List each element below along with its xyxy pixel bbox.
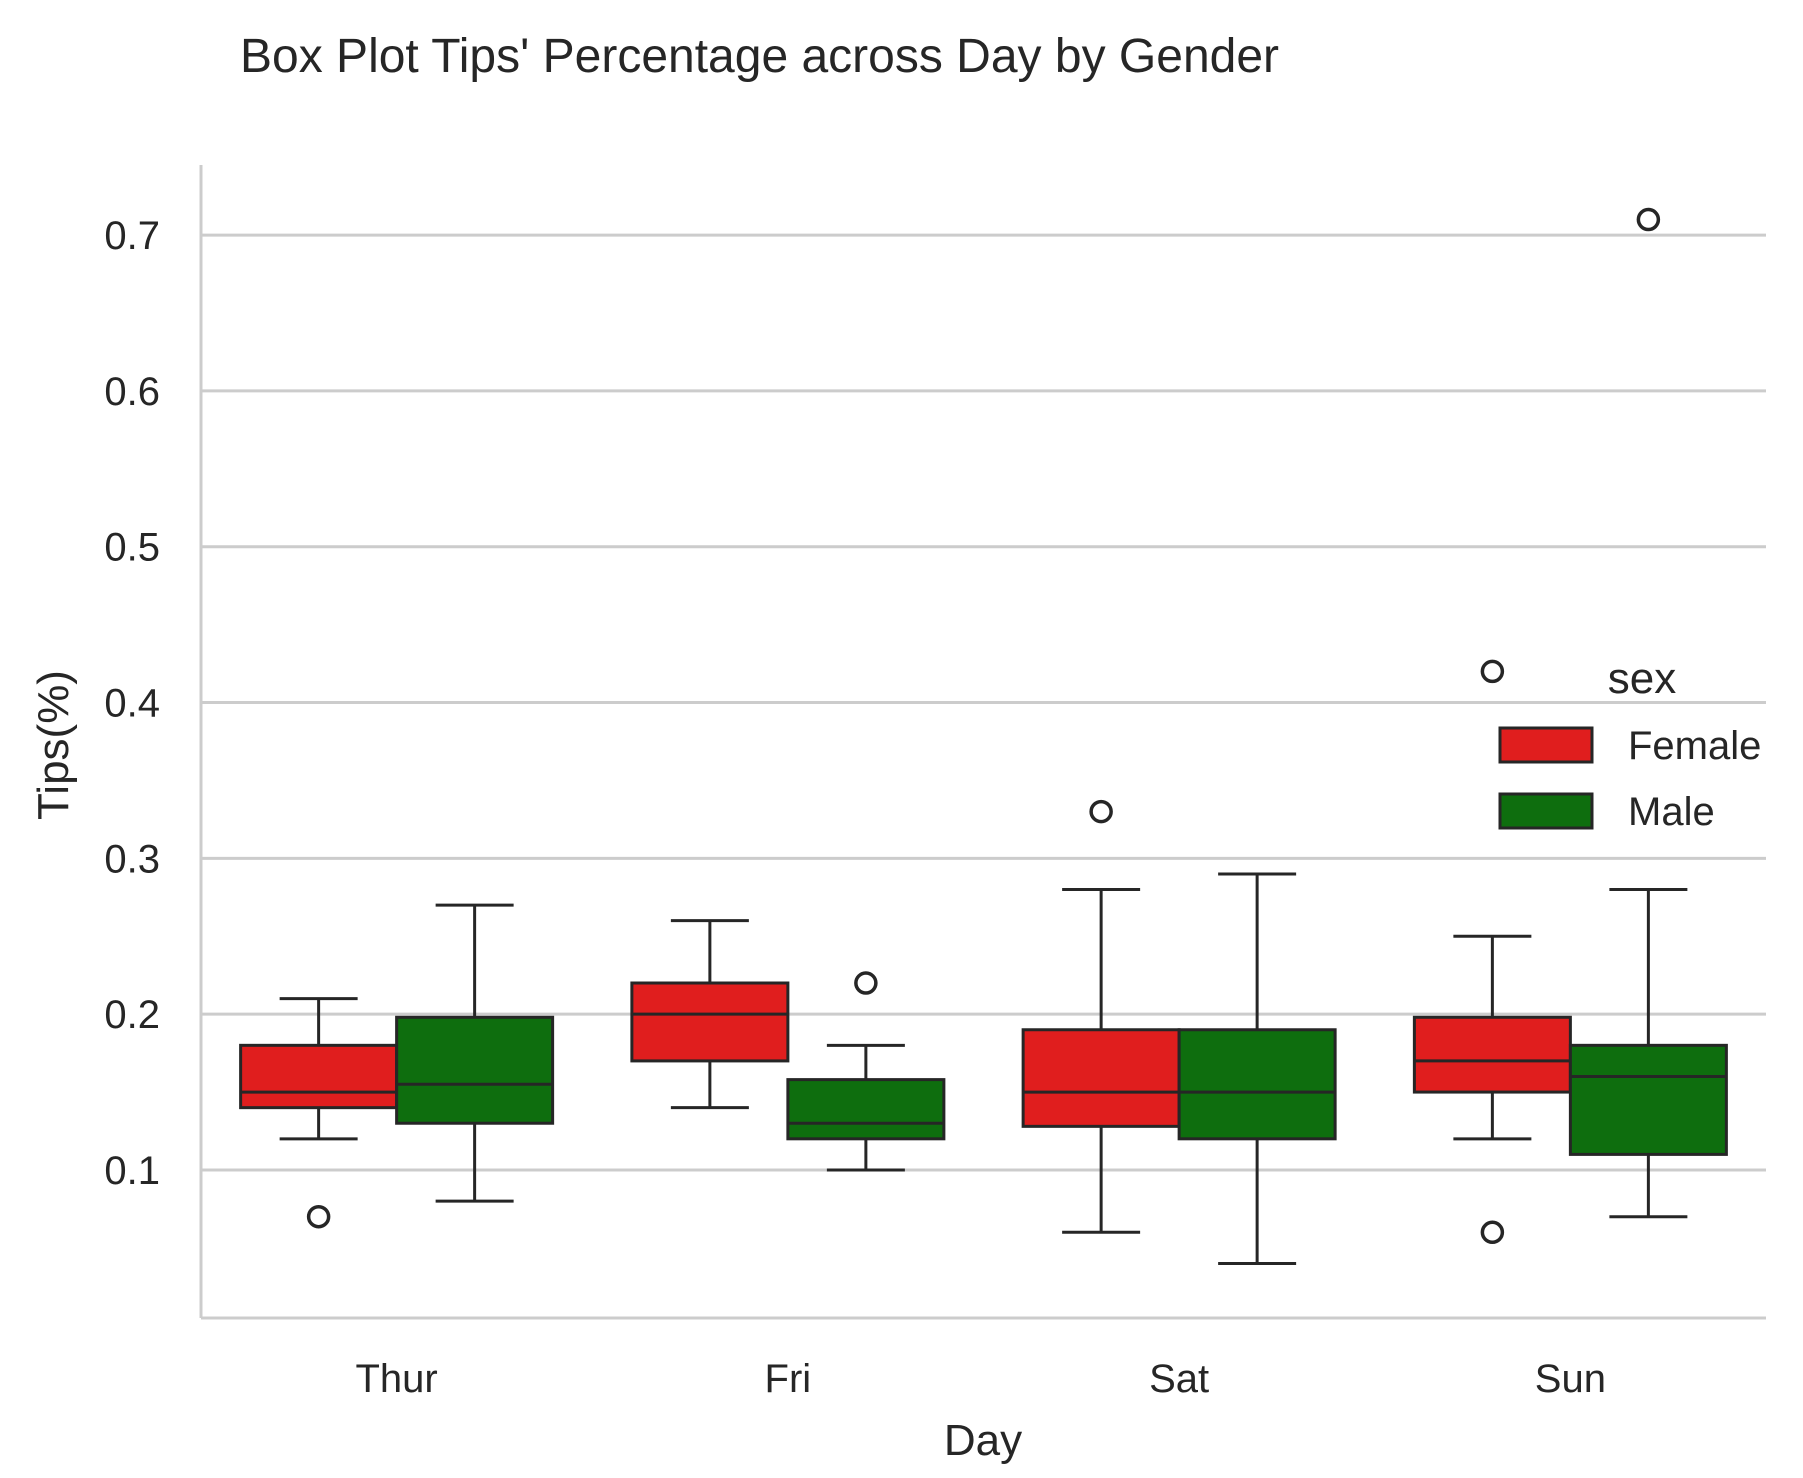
y-tick-label: 0.6	[104, 370, 160, 414]
outlier-point	[306, 1204, 331, 1229]
box-iqr	[395, 1015, 555, 1125]
legend-swatch-female	[1498, 726, 1594, 764]
box-iqr	[630, 981, 790, 1063]
legend-label-female: Female	[1628, 724, 1761, 768]
outlier-point	[1480, 659, 1505, 684]
legend-label-male: Male	[1628, 790, 1715, 834]
y-axis-label: Tips(%)	[29, 670, 78, 820]
x-tick-labels: Thur Fri Sat Sun	[356, 1357, 1606, 1401]
series-female	[239, 659, 1572, 1245]
y-tick-label: 0.7	[104, 214, 160, 258]
series-male	[395, 207, 1728, 1265]
y-tick-label: 0.4	[104, 682, 160, 726]
box-male-fri	[786, 971, 946, 1172]
x-tick-label: Fri	[765, 1357, 812, 1401]
x-tick-label: Sat	[1149, 1357, 1209, 1401]
legend-swatch-male	[1498, 792, 1594, 830]
box-series	[239, 207, 1728, 1265]
outlier-point	[854, 971, 878, 995]
outlier-point	[1089, 799, 1113, 824]
box-iqr	[1021, 1028, 1181, 1128]
box-female-sun	[1412, 659, 1572, 1245]
box-male-thur	[395, 903, 555, 1203]
box-iqr	[786, 1078, 946, 1141]
box-iqr	[1412, 1015, 1572, 1094]
x-tick-label: Sun	[1535, 1357, 1606, 1401]
legend: sex Female Male	[1498, 654, 1761, 834]
box-female-sat	[1021, 799, 1181, 1234]
y-tick-label: 0.3	[104, 837, 160, 881]
outlier-point	[1480, 1220, 1505, 1245]
y-tick-labels: 0.1 0.2 0.3 0.4 0.5 0.6 0.7	[104, 214, 160, 1193]
box-iqr	[1568, 1043, 1728, 1156]
outlier-point	[1636, 207, 1661, 232]
gridlines	[201, 233, 1766, 1172]
box-male-sat	[1177, 872, 1337, 1265]
box-female-thur	[239, 997, 399, 1229]
y-tick-label: 0.5	[104, 526, 160, 570]
box-iqr	[1177, 1028, 1337, 1141]
y-tick-label: 0.2	[104, 993, 160, 1037]
box-iqr	[239, 1043, 399, 1110]
x-axis-label: Day	[944, 1416, 1022, 1465]
x-tick-label: Thur	[356, 1357, 438, 1401]
chart-title: Box Plot Tips' Percentage across Day by …	[240, 30, 1279, 83]
y-tick-label: 0.1	[104, 1149, 160, 1193]
axes	[199, 165, 1766, 1320]
legend-title: sex	[1608, 654, 1676, 703]
box-male-sun	[1568, 207, 1728, 1219]
box-female-fri	[630, 919, 790, 1110]
